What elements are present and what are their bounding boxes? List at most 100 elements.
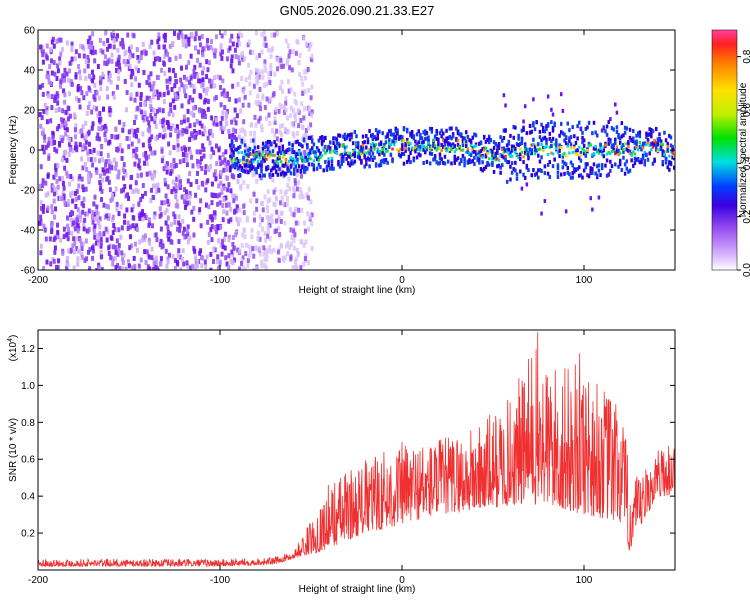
spectrogram-cell bbox=[268, 172, 271, 177]
spectrogram-cell bbox=[231, 241, 235, 247]
spectrogram-cell bbox=[161, 119, 165, 125]
spectrogram-cell bbox=[99, 236, 103, 242]
spectrogram-cell bbox=[98, 231, 102, 237]
spectrogram-cell bbox=[389, 132, 393, 137]
spectrogram-cell bbox=[402, 126, 406, 131]
spectrogram-cell bbox=[149, 187, 153, 193]
spectrogram-cell bbox=[273, 162, 276, 167]
spectrogram-cell bbox=[152, 173, 156, 179]
spectrogram-cell bbox=[196, 73, 200, 79]
spectrogram-cell bbox=[171, 98, 175, 104]
spectrogram-cell bbox=[661, 160, 665, 165]
spectrogram-cell bbox=[263, 194, 267, 200]
spectrogram-cell bbox=[543, 164, 547, 169]
spectrogram-cell bbox=[404, 148, 407, 153]
spectrogram-cell bbox=[225, 93, 229, 99]
spectrogram-cell bbox=[294, 159, 298, 163]
spectrogram-cell bbox=[455, 147, 458, 151]
spectrogram-cell bbox=[104, 30, 108, 36]
spectrogram-cell bbox=[206, 67, 210, 73]
spectrogram-cell bbox=[176, 226, 180, 232]
spectrogram-cell bbox=[463, 163, 466, 168]
spectrogram-cell bbox=[636, 158, 640, 163]
spectrogram-cell bbox=[265, 204, 269, 210]
spectrogram-cell bbox=[86, 39, 90, 45]
spectrogram-cell bbox=[86, 176, 90, 182]
spectrogram-cell bbox=[270, 213, 274, 219]
spectrogram-cell bbox=[220, 189, 224, 195]
spectrogram-cell bbox=[533, 127, 537, 132]
spectrogram-cell bbox=[658, 148, 661, 152]
spectrogram-cell bbox=[192, 68, 196, 74]
spectrogram-cell bbox=[324, 135, 327, 140]
spectrogram-cell bbox=[417, 152, 420, 157]
spectrogram-cell bbox=[99, 86, 103, 92]
spectrogram-cell bbox=[427, 135, 430, 140]
spectrogram-cell bbox=[132, 148, 136, 154]
spectrogram-cell bbox=[306, 145, 309, 150]
spectrogram-cell bbox=[92, 94, 96, 100]
spectrogram-cell bbox=[266, 146, 270, 151]
spectrogram-cell bbox=[48, 236, 52, 242]
spectrogram-cell bbox=[569, 175, 573, 180]
spectrogram-cell bbox=[75, 96, 79, 102]
spectrogram-cell bbox=[162, 166, 166, 172]
spectrogram-cell bbox=[605, 152, 609, 156]
spectrogram-cell bbox=[484, 165, 488, 170]
spectrogram-cell bbox=[415, 155, 419, 160]
spectrogram-cell bbox=[264, 237, 268, 243]
spectrogram-cell bbox=[553, 157, 556, 162]
spectrogram-cell bbox=[543, 199, 547, 204]
spectrogram-cell bbox=[68, 68, 72, 74]
spectrogram-cell bbox=[301, 81, 305, 87]
spectrogram-cell bbox=[476, 149, 479, 153]
spectrogram-cell bbox=[496, 150, 499, 155]
spectrogram-cell bbox=[219, 180, 223, 186]
spectrogram-cell bbox=[177, 220, 181, 226]
spectrogram-cell bbox=[360, 148, 363, 153]
spectrogram-cell bbox=[108, 187, 112, 193]
y-tick-label: 60 bbox=[24, 26, 36, 37]
spectrogram-cell bbox=[86, 228, 90, 234]
spectrogram-frame bbox=[37, 29, 676, 271]
spectrogram-cell bbox=[550, 144, 553, 149]
spectrogram-cell bbox=[163, 181, 167, 187]
spectrogram-cell bbox=[158, 56, 162, 62]
spectrogram-cell bbox=[97, 136, 101, 142]
spectrogram-cell bbox=[274, 218, 278, 224]
spectrogram-cell bbox=[154, 136, 158, 142]
spectrogram-cell bbox=[573, 169, 576, 174]
spectrogram-cell bbox=[669, 143, 673, 148]
spectrogram-cell bbox=[244, 242, 248, 248]
spectrogram-cell bbox=[487, 140, 491, 145]
spectrogram-cell bbox=[146, 127, 150, 133]
spectrogram-cell bbox=[226, 161, 230, 167]
spectrogram-cell bbox=[167, 141, 171, 147]
spectrogram-cell bbox=[464, 139, 468, 144]
spectrogram-cell bbox=[537, 168, 540, 173]
spectrogram-cell bbox=[310, 109, 314, 115]
spectrogram-cell bbox=[248, 160, 252, 164]
spectrogram-cell bbox=[220, 170, 224, 176]
spectrogram-cell bbox=[356, 154, 360, 159]
spectrogram-cell bbox=[180, 33, 184, 39]
spectrogram-cell bbox=[232, 149, 235, 154]
spectrogram-cell bbox=[164, 248, 168, 254]
spectrogram-cell bbox=[87, 249, 91, 255]
spectrogram-cell bbox=[295, 247, 299, 253]
spectrogram-cell bbox=[230, 33, 234, 39]
spectrogram-cell bbox=[65, 71, 69, 77]
spectrogram-cell bbox=[77, 183, 81, 189]
spectrogram-cell bbox=[551, 152, 555, 156]
spectrogram-cell bbox=[315, 166, 319, 171]
spectrogram-cell bbox=[656, 142, 660, 147]
spectrogram-cell bbox=[95, 233, 99, 239]
spectrogram-cell bbox=[237, 151, 240, 155]
spectrogram-cell bbox=[276, 30, 280, 36]
spectrogram-cell bbox=[198, 62, 202, 68]
spectrogram-cell bbox=[265, 141, 268, 146]
spectrogram-cell bbox=[546, 171, 550, 176]
spectrogram-cell bbox=[53, 146, 57, 152]
spectrogram-cell bbox=[579, 153, 583, 157]
